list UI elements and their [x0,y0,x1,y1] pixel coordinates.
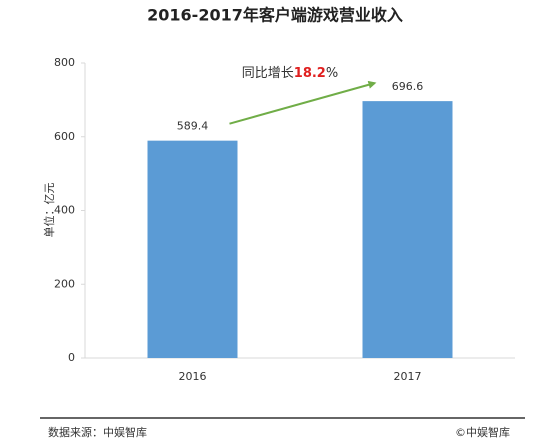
x-tick-label: 2017 [394,370,422,383]
growth-suffix: % [326,66,338,81]
bar [362,101,453,358]
value-label: 696.6 [392,80,424,93]
footer-copyright: ©中娱智库 [455,425,510,439]
y-tick-label: 800 [54,56,75,69]
y-axis-label: 单位：亿元 [42,183,56,238]
y-tick-label: 0 [68,351,75,364]
growth-prefix: 同比增长 [242,66,294,81]
bar [147,140,238,358]
growth-annotation: 同比增长18.2% [242,66,338,81]
y-tick-label: 600 [54,130,75,143]
y-tick-label: 400 [54,204,75,217]
growth-arrow [229,80,377,125]
growth-value: 18.2 [294,66,326,81]
y-tick-label: 200 [54,277,75,290]
chart-title: 2016-2017年客户端游戏营业收入 [147,6,403,25]
value-label: 589.4 [177,120,209,133]
footer-source: 数据来源：中娱智库 [48,425,147,439]
x-tick-label: 2016 [179,370,207,383]
